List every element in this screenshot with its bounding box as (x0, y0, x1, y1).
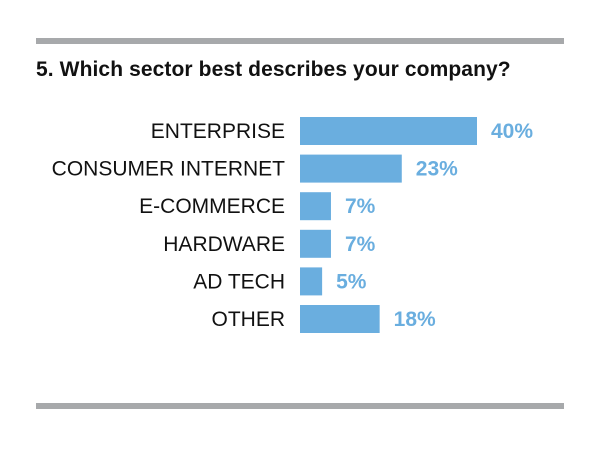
category-label-e-commerce: E-COMMERCE (139, 195, 285, 218)
value-label-other: 18% (394, 308, 436, 331)
value-label-consumer-internet: 23% (416, 158, 458, 181)
value-label-enterprise: 40% (491, 120, 533, 143)
category-label-consumer-internet: CONSUMER INTERNET (52, 158, 286, 181)
bar-other (300, 305, 380, 333)
bar-ad-tech (300, 267, 323, 296)
bar-enterprise (300, 117, 477, 145)
category-label-enterprise: ENTERPRISE (151, 120, 285, 143)
bar-consumer-internet (300, 154, 402, 183)
value-label-e-commerce: 7% (345, 195, 376, 218)
value-label-ad-tech: 5% (336, 270, 367, 293)
category-label-other: OTHER (212, 308, 286, 331)
bar-hardware (300, 229, 331, 258)
bottom-divider (36, 403, 564, 409)
category-label-ad-tech: AD TECH (193, 270, 285, 293)
value-label-hardware: 7% (345, 233, 376, 256)
top-divider (36, 38, 564, 44)
bar-e-commerce (300, 192, 331, 221)
chart-title: 5. Which sector best describes your comp… (36, 58, 511, 81)
category-label-hardware: HARDWARE (163, 233, 285, 256)
